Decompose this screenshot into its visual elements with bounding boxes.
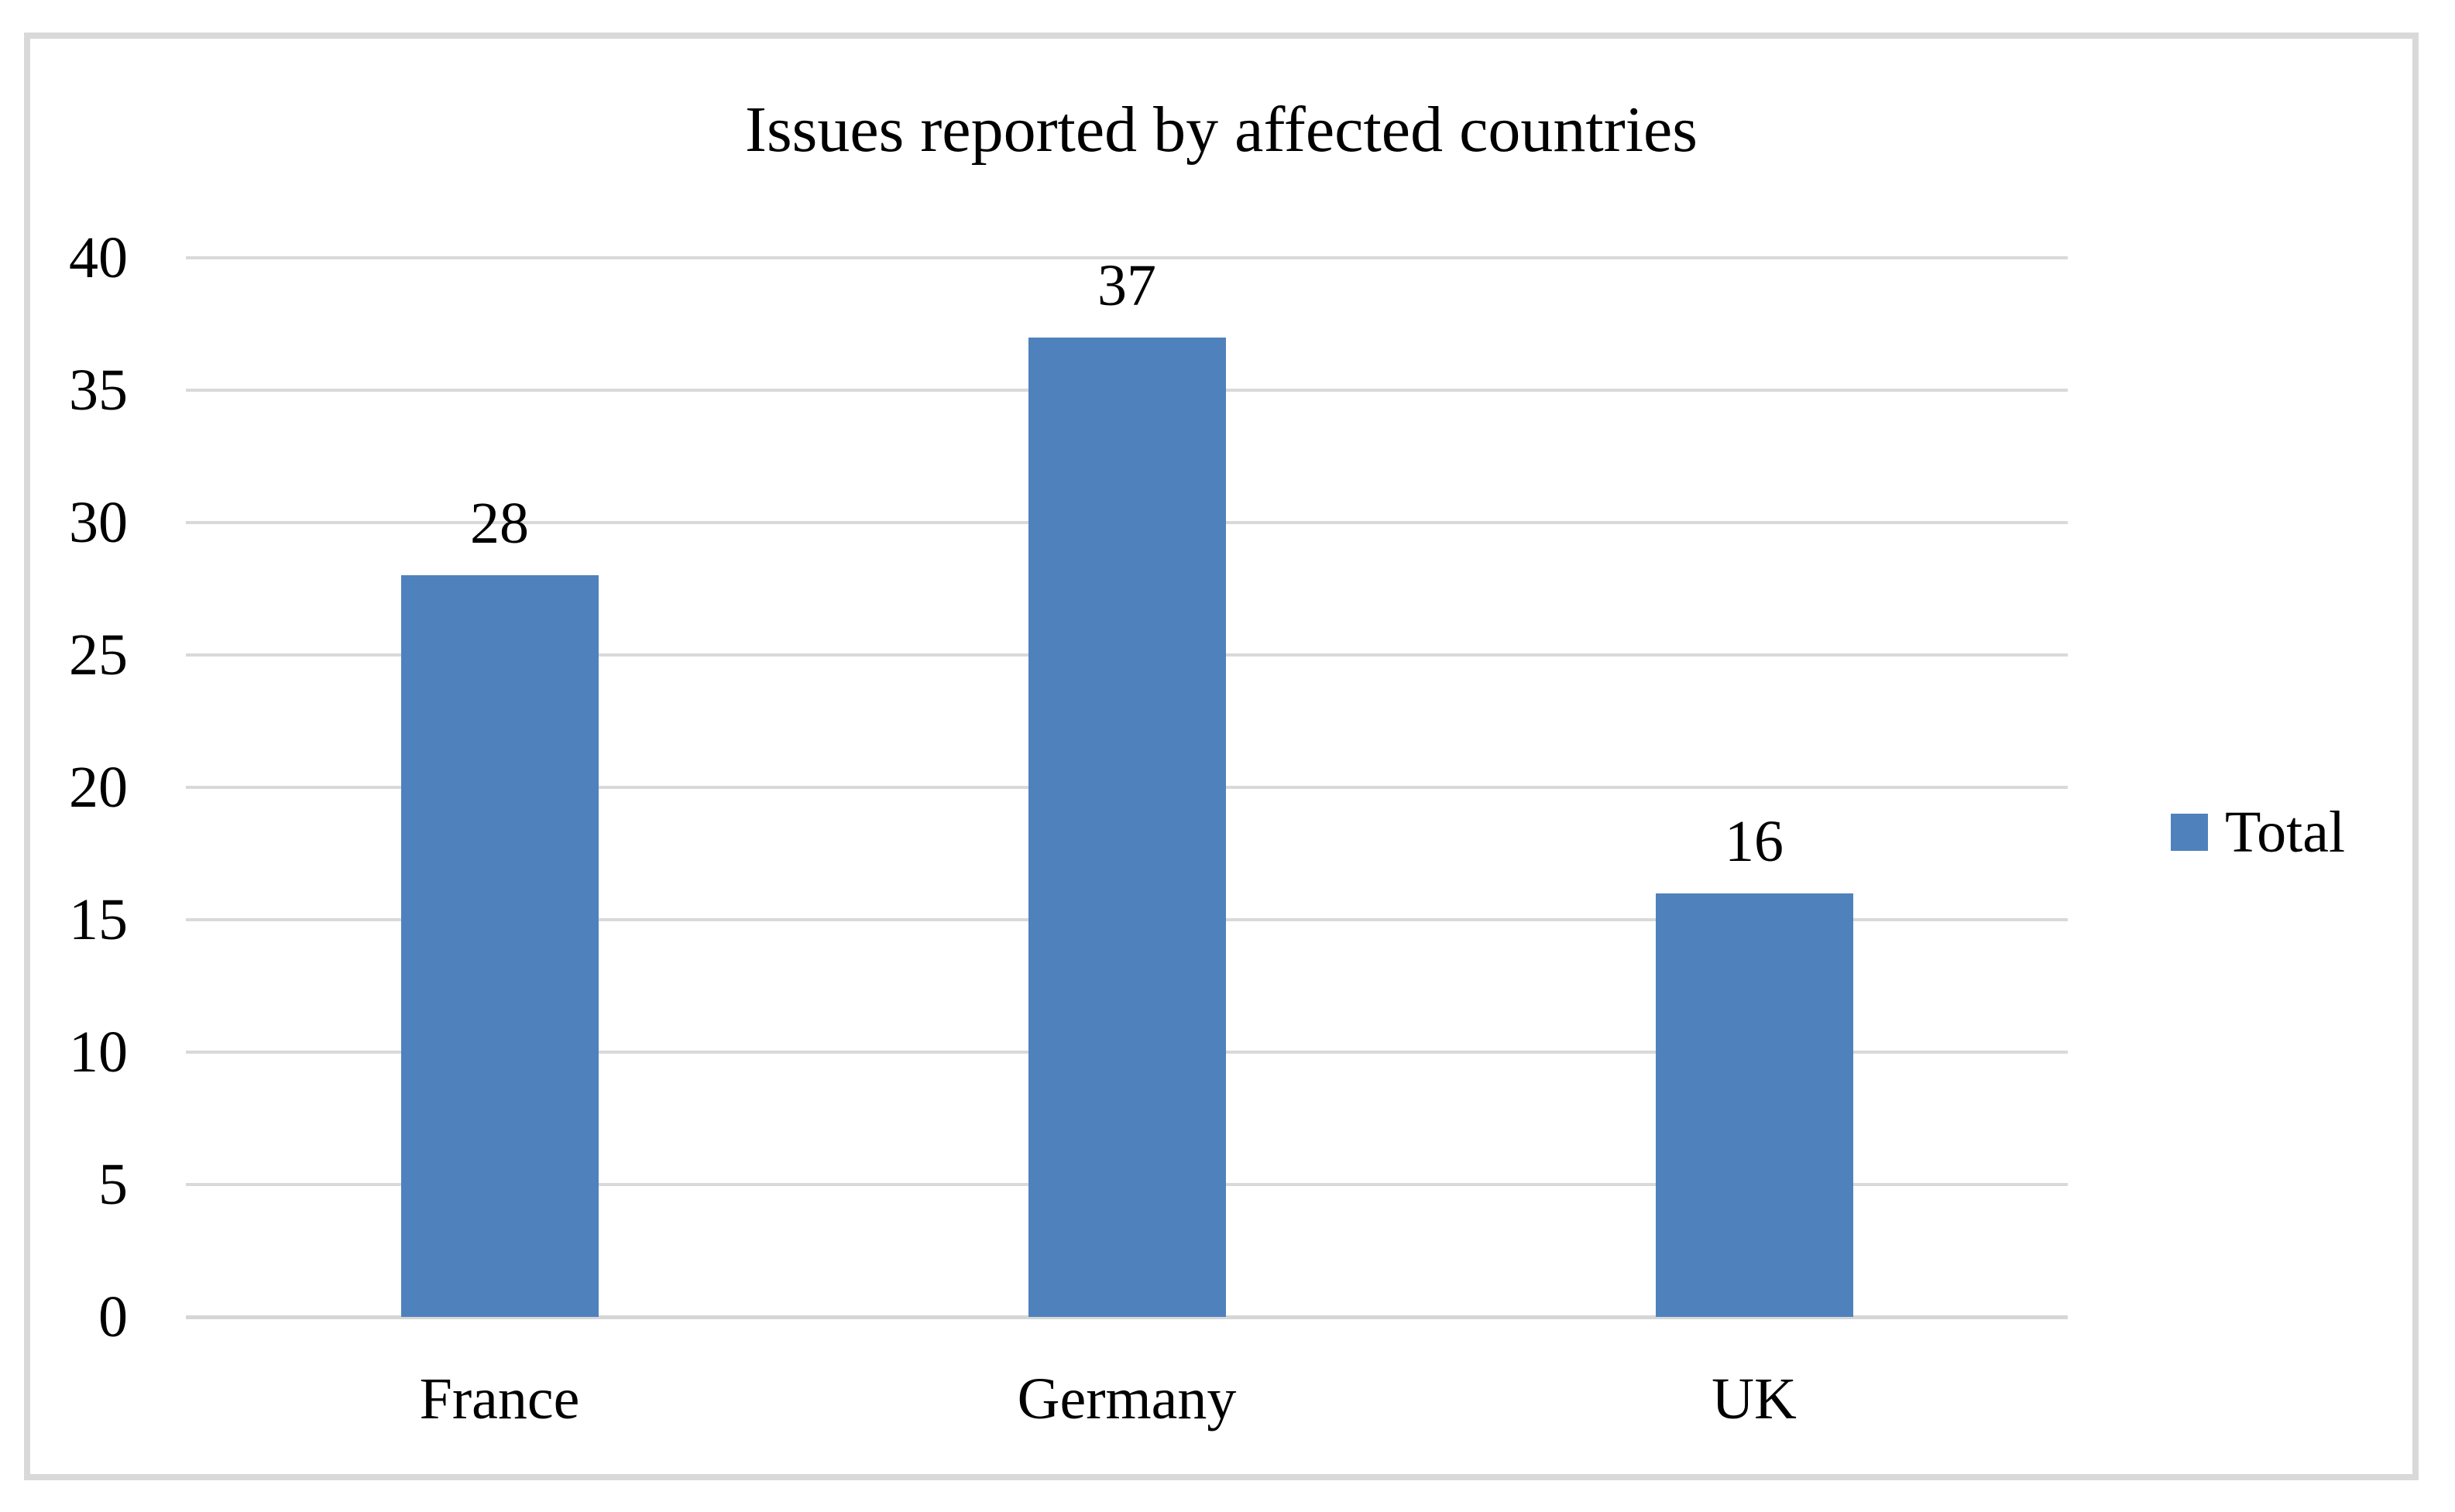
bar-value-label-germany: 37 — [1097, 253, 1156, 318]
x-axis-label-france: France — [419, 1366, 580, 1431]
bar-uk — [1656, 893, 1853, 1317]
y-axis-tick-5: 5 — [98, 1152, 128, 1217]
y-axis-tick-35: 35 — [69, 358, 128, 423]
y-axis-tick-30: 30 — [69, 490, 128, 555]
chart-title: Issues reported by affected countries — [745, 94, 1698, 166]
plot-area: 28 37 16 — [186, 253, 2068, 1319]
x-axis-label-uk: UK — [1712, 1366, 1797, 1431]
legend: Total — [2171, 797, 2345, 867]
x-axis-line — [186, 1315, 2068, 1319]
y-axis-tick-40: 40 — [69, 225, 128, 290]
bar-value-label-france: 28 — [470, 491, 529, 556]
bar-france — [401, 575, 599, 1317]
legend-series-label: Total — [2225, 800, 2346, 865]
y-axis-tick-10: 10 — [69, 1020, 128, 1085]
y-axis-tick-20: 20 — [69, 755, 128, 820]
legend-swatch-icon — [2171, 814, 2208, 851]
bar-germany — [1028, 338, 1226, 1317]
x-axis-label-germany: Germany — [1017, 1366, 1237, 1431]
y-axis-tick-0: 0 — [98, 1284, 128, 1349]
y-axis-tick-25: 25 — [69, 622, 128, 687]
y-axis-tick-15: 15 — [69, 887, 128, 952]
bar-value-label-uk: 16 — [1725, 809, 1784, 874]
gridline-40 — [186, 256, 2068, 259]
